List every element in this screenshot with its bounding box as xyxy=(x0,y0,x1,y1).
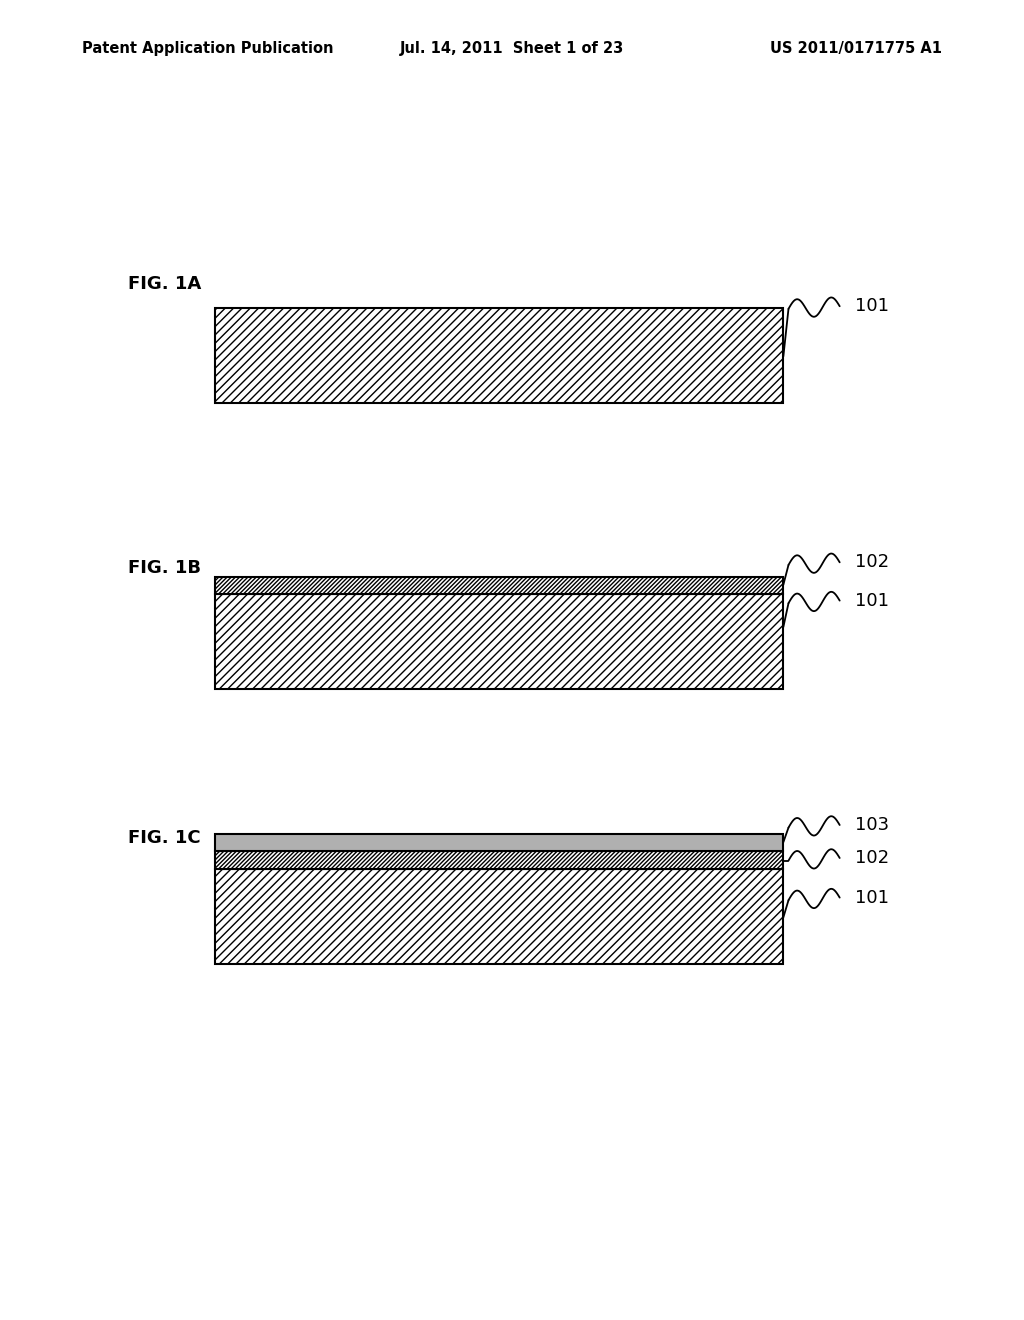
Text: 101: 101 xyxy=(855,591,889,610)
Bar xyxy=(215,577,783,594)
Text: 101: 101 xyxy=(855,297,889,315)
Text: FIG. 1B: FIG. 1B xyxy=(128,558,201,577)
Text: US 2011/0171775 A1: US 2011/0171775 A1 xyxy=(770,41,942,55)
Text: FIG. 1A: FIG. 1A xyxy=(128,275,202,293)
Text: Jul. 14, 2011  Sheet 1 of 23: Jul. 14, 2011 Sheet 1 of 23 xyxy=(400,41,624,55)
Text: 103: 103 xyxy=(855,816,889,834)
Text: Patent Application Publication: Patent Application Publication xyxy=(82,41,334,55)
Bar xyxy=(215,869,783,964)
Text: 102: 102 xyxy=(855,553,889,572)
Bar xyxy=(215,834,783,851)
Text: 102: 102 xyxy=(855,849,889,867)
Bar xyxy=(215,308,783,403)
Text: 101: 101 xyxy=(855,888,889,907)
Bar xyxy=(215,851,783,869)
Bar xyxy=(215,594,783,689)
Text: FIG. 1C: FIG. 1C xyxy=(128,829,201,847)
